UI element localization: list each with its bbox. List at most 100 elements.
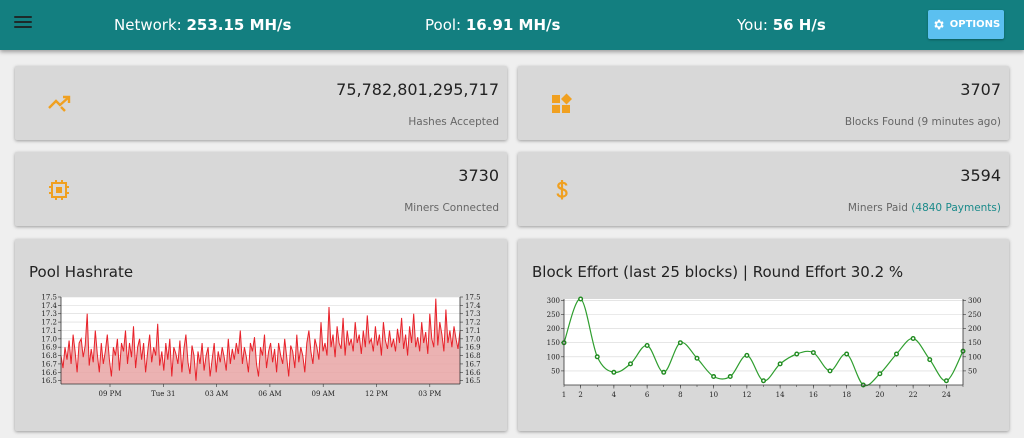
top-bar: Network: 253.15 MH/s Pool: 16.91 MH/s Yo… <box>0 0 1024 50</box>
x-tick-label: 03 PM <box>418 390 441 398</box>
effort-point <box>694 355 700 361</box>
block-effort-card: Block Effort (last 25 blocks) | Round Ef… <box>518 239 1009 431</box>
y-tick-label-right: 16.6 <box>465 369 481 377</box>
pool-hashrate-card: Pool Hashrate 16.5 16.5 16.6 16.6 16.7 16.7 16… <box>15 239 507 431</box>
options-label: OPTIONS <box>949 19 1001 30</box>
y-tick-label: 16.7 <box>41 360 57 368</box>
hashrate-line <box>60 298 461 381</box>
miners-paid-label: Miners Paid (4840 Payments) <box>848 202 1001 214</box>
effort-point <box>760 378 766 384</box>
x-tick-label: 6 <box>645 391 650 399</box>
dollar-icon <box>556 180 568 200</box>
y-tick-label: 16.6 <box>41 369 57 377</box>
network-hashrate: Network: 253.15 MH/s <box>114 16 291 34</box>
x-tick-label: 20 <box>875 391 884 399</box>
y-tick-label-right: 17.5 <box>465 294 481 302</box>
pool-hashrate-title: Pool Hashrate <box>29 263 134 281</box>
blocks-found-label: Blocks Found (9 minutes ago) <box>844 116 1001 128</box>
miners-paid-value: 3594 <box>960 166 1001 185</box>
y-tick-label: 100 <box>547 353 560 361</box>
hashes-accepted-value: 75,782,801,295,717 <box>336 80 499 99</box>
y-tick-label-right: 150 <box>968 339 981 347</box>
network-label: Network: <box>114 16 182 34</box>
x-tick-label: 03 AM <box>205 390 228 398</box>
effort-point <box>844 351 850 357</box>
effort-point <box>677 340 683 346</box>
effort-point <box>727 374 733 380</box>
y-tick-label-right: 16.5 <box>465 377 481 385</box>
pool-label: Pool: <box>425 16 462 34</box>
miners-paid-text: Miners Paid <box>847 202 912 214</box>
x-tick-label: 09 PM <box>98 390 121 398</box>
miners-paid-card: 3594 Miners Paid (4840 Payments) <box>518 152 1009 226</box>
cpu-icon <box>49 180 69 200</box>
y-tick-label-right: 17.2 <box>465 319 481 327</box>
x-tick-label: 12 <box>742 391 751 399</box>
effort-point <box>777 361 783 367</box>
y-tick-label-right: 17.4 <box>465 302 481 310</box>
x-tick-label: 22 <box>909 391 918 399</box>
plot-background <box>564 299 963 385</box>
y-tick-label: 50 <box>551 367 560 375</box>
effort-point <box>611 369 617 375</box>
y-tick-label: 16.8 <box>41 352 57 360</box>
y-tick-label-right: 16.7 <box>465 360 481 368</box>
options-button[interactable]: OPTIONS <box>928 10 1004 39</box>
you-value: 56 H/s <box>772 16 826 34</box>
y-tick-label: 17.2 <box>41 319 57 327</box>
x-tick-label: 16 <box>809 391 818 399</box>
x-tick-label: 1 <box>562 391 566 399</box>
y-tick-label: 16.5 <box>41 377 57 385</box>
y-tick-label-right: 200 <box>968 325 981 333</box>
network-value: 253.15 MH/s <box>186 16 292 34</box>
x-tick-label: 24 <box>942 391 951 399</box>
y-tick-label: 150 <box>547 339 560 347</box>
effort-point <box>894 351 900 357</box>
effort-point <box>627 361 633 367</box>
y-tick-label-right: 17.1 <box>465 327 481 335</box>
miners-connected-label: Miners Connected <box>404 202 499 214</box>
y-tick-label: 16.9 <box>41 344 57 352</box>
y-tick-label-right: 300 <box>968 297 981 305</box>
effort-point <box>594 354 600 360</box>
gear-icon <box>934 19 944 30</box>
y-tick-label-right: 17.0 <box>465 335 481 343</box>
y-tick-label-right: 16.9 <box>465 344 481 352</box>
y-tick-label-right: 100 <box>968 353 981 361</box>
effort-point <box>644 343 650 349</box>
x-tick-label: 4 <box>612 391 617 399</box>
pool-value: 16.91 MH/s <box>465 16 561 34</box>
miners-connected-card: 3730 Miners Connected <box>15 152 507 226</box>
block-effort-title: Block Effort (last 25 blocks) | Round Ef… <box>532 263 904 281</box>
effort-point <box>810 350 816 356</box>
effort-point <box>744 352 750 358</box>
y-tick-label: 17.5 <box>41 294 57 302</box>
hashrate-area <box>61 298 460 384</box>
menu-icon[interactable] <box>14 16 32 32</box>
miners-connected-value: 3730 <box>458 166 499 185</box>
blocks-found-value: 3707 <box>960 80 1001 99</box>
effort-point <box>794 351 800 357</box>
effort-point <box>927 357 933 363</box>
pool-hashrate-chart: 16.5 16.516.6 16.616.7 16.716.8 16.816.9 16.9… <box>41 294 481 399</box>
effort-point <box>711 374 717 380</box>
y-tick-label: 200 <box>547 325 560 333</box>
pool-hashrate: Pool: 16.91 MH/s <box>425 16 560 34</box>
you-label: You: <box>737 16 768 34</box>
blocks-found-card: 3707 Blocks Found (9 minutes ago) <box>518 66 1009 140</box>
trending-icon <box>48 95 71 112</box>
y-tick-label: 300 <box>547 297 560 305</box>
x-tick-label: 14 <box>776 391 785 399</box>
hashes-accepted-label: Hashes Accepted <box>408 116 499 128</box>
x-tick-label: 2 <box>578 391 582 399</box>
your-hashrate: You: 56 H/s <box>737 16 826 34</box>
x-tick-label: 10 <box>709 391 718 399</box>
y-tick-label: 17.1 <box>41 327 57 335</box>
payments-link[interactable]: (4840 Payments) <box>911 202 1001 214</box>
y-tick-label: 17.3 <box>41 310 57 318</box>
hashes-accepted-card: 75,782,801,295,717 Hashes Accepted <box>15 66 507 140</box>
effort-point <box>661 369 667 375</box>
x-tick-label: Tue 31 <box>151 390 175 398</box>
y-tick-label-right: 16.8 <box>465 352 481 360</box>
